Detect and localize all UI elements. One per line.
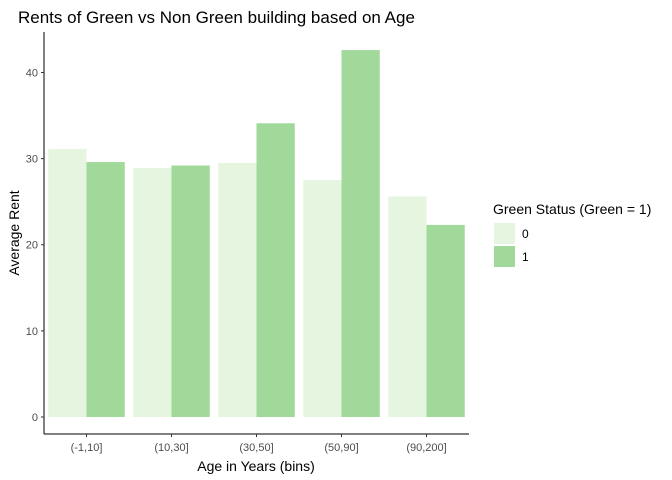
- legend-title: Green Status (Green = 1): [493, 201, 651, 217]
- y-tick-label: 0: [32, 412, 38, 424]
- bar-0-0: [48, 149, 87, 417]
- bar-1-2: [256, 123, 295, 417]
- x-tick-label: (10,30]: [154, 442, 188, 454]
- y-tick-label: 10: [26, 326, 38, 338]
- bar-1-0: [86, 162, 125, 417]
- y-tick-label: 40: [26, 67, 38, 79]
- bar-1-3: [341, 50, 380, 417]
- bars-group: [48, 50, 465, 417]
- y-tick-label: 30: [26, 154, 38, 166]
- chart-title: Rents of Green vs Non Green building bas…: [18, 8, 415, 27]
- bar-1-1: [171, 165, 210, 417]
- legend-swatch-0: [494, 223, 515, 244]
- y-ticks-group: 0 10 20 30 40: [26, 67, 44, 424]
- x-axis-title: Age in Years (bins): [197, 458, 315, 474]
- x-tick-label: (90,200]: [406, 442, 446, 454]
- legend-swatch-1: [494, 246, 515, 267]
- bar-1-4: [426, 224, 465, 417]
- x-tick-label: (50,90]: [324, 442, 358, 454]
- bar-0-1: [133, 168, 172, 417]
- y-axis-title: Average Rent: [6, 190, 22, 275]
- legend: Green Status (Green = 1) 01: [493, 201, 651, 267]
- bar-0-3: [303, 180, 342, 417]
- legend-items: 01: [494, 223, 529, 267]
- y-tick-label: 20: [26, 240, 38, 252]
- legend-label-0: 0: [522, 227, 529, 241]
- legend-label-1: 1: [522, 250, 529, 264]
- bar-0-4: [388, 196, 427, 417]
- x-tick-label: (30,50]: [239, 442, 273, 454]
- x-tick-label: (-1,10]: [71, 442, 103, 454]
- x-ticks-group: (-1,10] (10,30] (30,50] (50,90] (90,200]: [71, 434, 447, 454]
- bar-0-2: [218, 162, 257, 417]
